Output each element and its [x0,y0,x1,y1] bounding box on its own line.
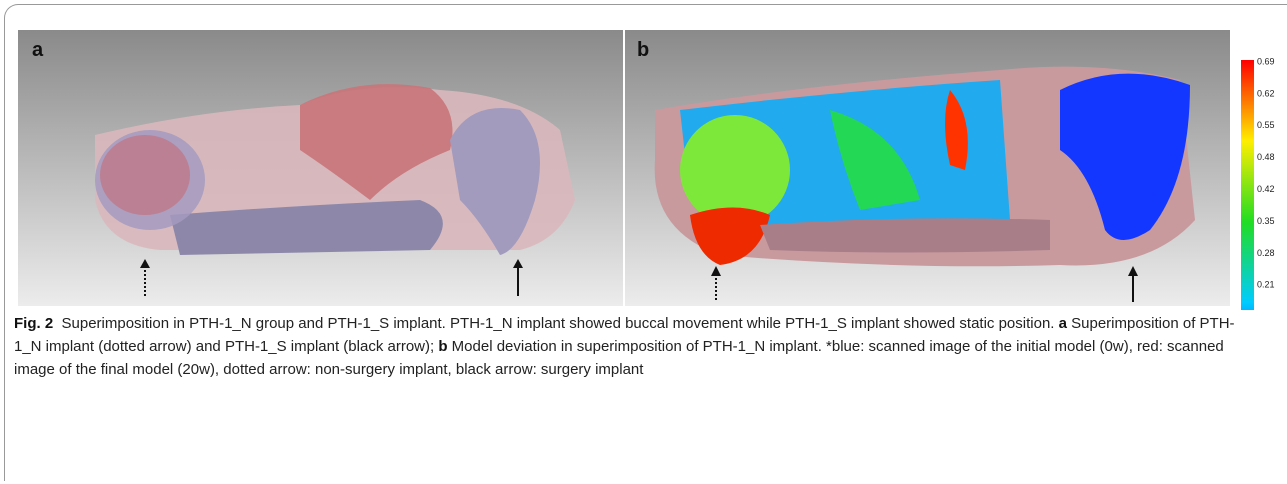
caption-text: Superimposition in PTH-1_N group and PTH… [53,315,1058,332]
caption-bold: b [438,338,447,355]
colorbar-tick-label: 0.21 [1257,280,1275,290]
colorbar-ticks: 0.690.620.550.480.420.350.280.210.140.07… [1257,56,1275,310]
colorbar-tick-label: 0.69 [1257,56,1275,66]
colorbar [1241,60,1254,310]
panel-label: b [637,39,649,61]
caption: Fig. 2 Superimposition in PTH-1_N group … [14,312,1254,381]
colorbar-tick-label: 0.55 [1257,120,1275,130]
colorbar-tick-label: 0.35 [1257,216,1275,226]
colorbar-tick-label: 0.28 [1257,248,1275,258]
colorbar-tick-label: 0.48 [1257,152,1275,162]
colorbar-tick-label: 0.42 [1257,184,1275,194]
page: a b 0.690.620.550.480.420.350.280.210.14… [0,0,1287,484]
figure: a b 0.690.620.550.480.420.350.280.210.14… [0,0,1287,310]
caption-bold: Fig. 2 [14,315,53,332]
colorbar-tick-label: 0.62 [1257,88,1275,98]
panel-label: a [32,39,44,61]
caption-bold: a [1059,315,1067,332]
